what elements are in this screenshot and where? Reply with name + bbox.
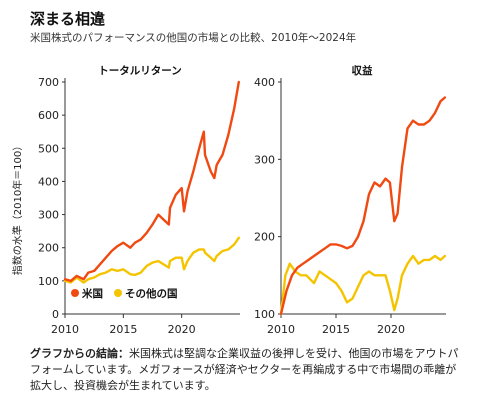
legend-label-other: その他の国 xyxy=(125,287,178,300)
earnings-title: 収益 xyxy=(352,64,373,77)
earnings-y-tick-label: 400 xyxy=(254,76,275,89)
earnings-series-us-line xyxy=(279,96,447,316)
total-return-y-tick-label: 700 xyxy=(38,76,59,89)
earnings-x-tick-label: 2010 xyxy=(267,323,295,336)
page-title: 深まる相違 xyxy=(30,10,106,28)
total-return-y-tick-label: 0 xyxy=(52,308,59,321)
takeaway-label: グラフからの結論： xyxy=(30,347,129,360)
total-return-y-axis-label: 指数の水準（2010年＝100） xyxy=(11,141,24,276)
earnings-y-tick-label: 200 xyxy=(254,231,275,244)
total-return-y-tick-label: 600 xyxy=(38,109,59,122)
total-return-y-tick-label: 100 xyxy=(38,275,59,288)
total-return-y-tick-label: 300 xyxy=(38,209,59,222)
total-return-y-tick-label: 500 xyxy=(38,142,59,155)
takeaway-text: 米国株式は堅調な企業収益の後押しを受け、他国の市場をアウトパフォームしています。… xyxy=(30,347,459,392)
chart-subtitle: 米国株式のパフォーマンスの他国の市場との比較、2010年～2024年 xyxy=(30,32,357,44)
earnings-y-tick-label: 300 xyxy=(254,153,275,166)
chart-takeaway: グラフからの結論：米国株式は堅調な企業収益の後押しを受け、他国の市場をアウトパフ… xyxy=(30,346,460,394)
total-return-series-us-line xyxy=(63,80,241,283)
earnings-x-tick-label: 2015 xyxy=(322,323,350,336)
legend-label-us: 米国 xyxy=(81,287,103,300)
legend-marker-other xyxy=(114,289,122,297)
earnings-y-tick-label: 100 xyxy=(254,308,275,321)
legend-marker-us xyxy=(71,289,79,297)
earnings-x-tick-label: 2020 xyxy=(377,323,405,336)
total-return-y-tick-label: 400 xyxy=(38,175,59,188)
earnings-series-other-line xyxy=(279,254,447,316)
total-return-x-tick-label: 2020 xyxy=(168,323,196,336)
total-return-x-tick-label: 2010 xyxy=(51,323,79,336)
total-return-y-tick-label: 200 xyxy=(38,242,59,255)
total-return-x-tick-label: 2015 xyxy=(109,323,137,336)
total-return-series-other-line xyxy=(63,236,241,284)
total-return-title: トータルリターン xyxy=(98,65,181,77)
